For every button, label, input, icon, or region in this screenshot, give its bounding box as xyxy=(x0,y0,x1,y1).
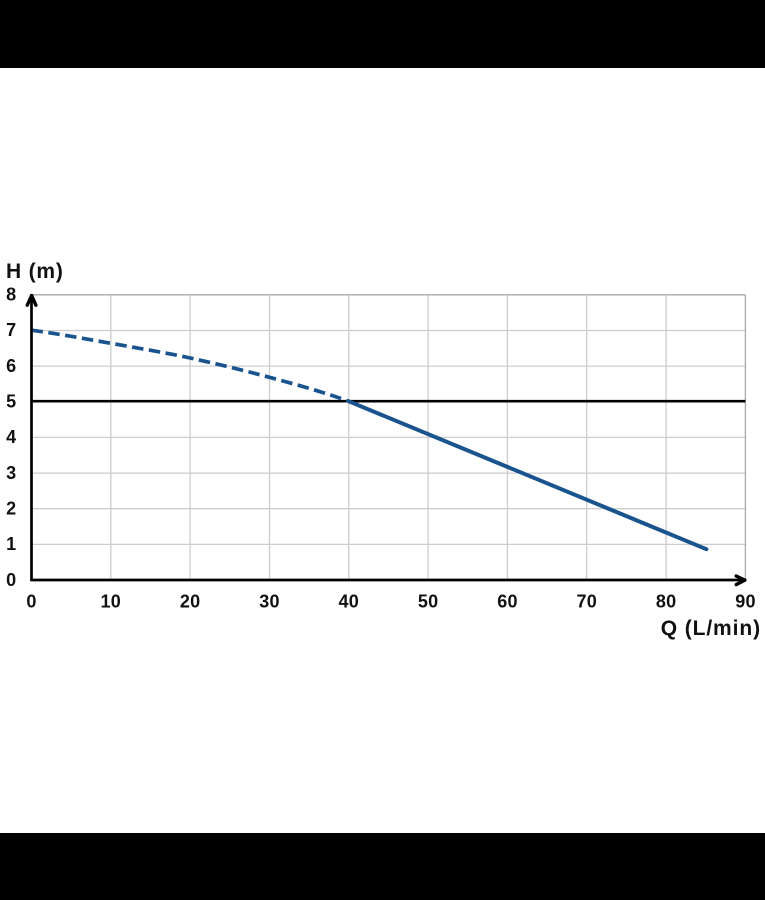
svg-text:20: 20 xyxy=(180,592,201,612)
svg-text:0: 0 xyxy=(6,570,16,590)
svg-text:50: 50 xyxy=(418,592,439,612)
svg-text:4: 4 xyxy=(6,427,16,447)
svg-text:7: 7 xyxy=(6,320,16,340)
svg-text:H (m): H (m) xyxy=(6,260,64,283)
svg-text:10: 10 xyxy=(100,592,121,612)
svg-text:3: 3 xyxy=(6,463,16,483)
svg-text:90: 90 xyxy=(735,592,756,612)
svg-text:Q (L/min): Q (L/min) xyxy=(661,617,761,640)
svg-text:6: 6 xyxy=(6,356,16,376)
svg-text:60: 60 xyxy=(497,592,518,612)
svg-text:30: 30 xyxy=(259,592,280,612)
svg-text:1: 1 xyxy=(6,534,16,554)
svg-text:70: 70 xyxy=(576,592,597,612)
svg-text:2: 2 xyxy=(6,498,16,518)
svg-text:5: 5 xyxy=(6,391,16,411)
svg-text:40: 40 xyxy=(338,592,359,612)
svg-text:80: 80 xyxy=(656,592,677,612)
svg-text:8: 8 xyxy=(6,285,16,305)
svg-text:0: 0 xyxy=(26,592,36,612)
